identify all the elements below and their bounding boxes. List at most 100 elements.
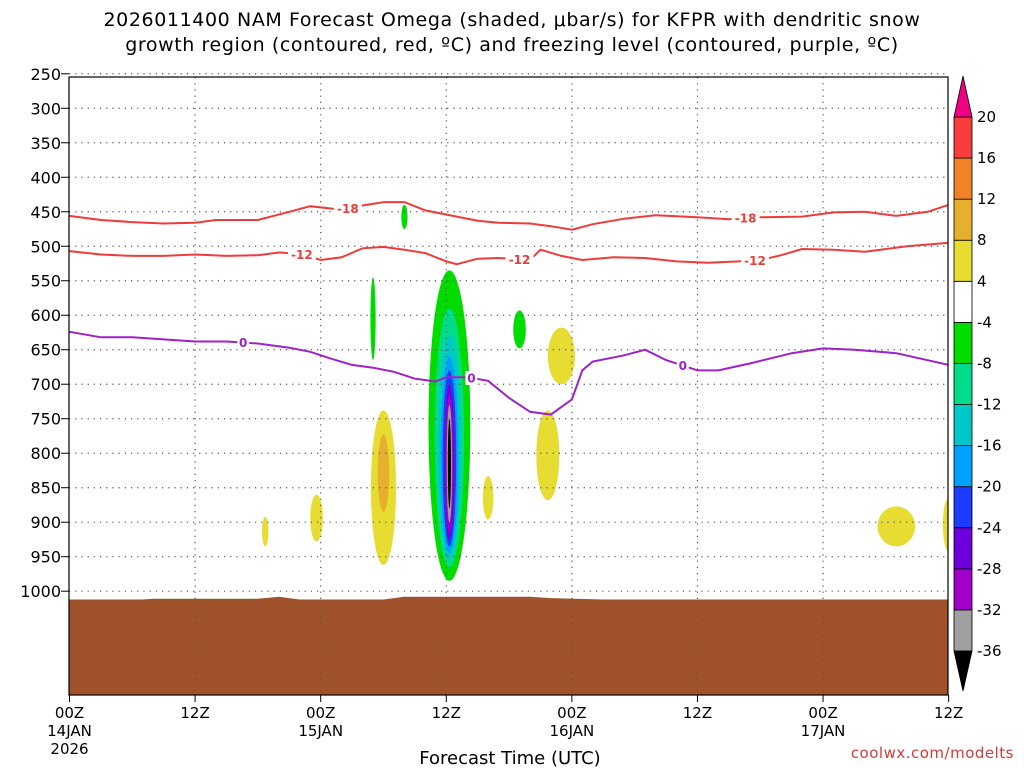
x-tick-date-0: 14JAN [47,722,92,740]
chart-title-line1: 2026011400 NAM Forecast Omega (shaded, μ… [103,9,920,31]
contour-label-bg--18-1 [731,211,760,226]
omega-blob-2 [513,310,526,349]
y-axis-ticks: 250 300 350 400 450 500 550 600 650 700 750 800 850 9… [20,65,69,601]
contour-label-0-2: 0 [679,359,687,373]
terrain-fill [69,596,948,695]
contour-label--18-1: -18 [735,212,757,226]
y-tick-label-250: 250 [30,65,61,84]
colorbar-label--4: -4 [977,313,992,331]
colorbar-swatch--8 [953,321,973,364]
y-tick-label-650: 650 [30,341,61,360]
colorbar-swatch-8 [953,198,973,241]
y-tick-label-350: 350 [30,134,61,153]
omega-blob-3 [547,327,576,385]
y-tick-label-700: 700 [30,375,61,394]
y-tick-label-550: 550 [30,272,61,291]
x-tick-label-4: 00Z [557,704,586,722]
colorbar-label-8: 8 [977,231,987,249]
updraft-layer-8 [447,418,451,509]
y-tick-label-600: 600 [30,306,61,325]
colorbar-label--20: -20 [977,478,1002,496]
colorbar-swatch--32 [953,568,973,611]
colorbar-swatch--12 [953,363,973,405]
colorbar-label--32: -32 [977,601,1002,619]
y-tick-label-900: 900 [30,513,61,532]
colorbar-high-arrow [953,75,973,118]
colorbar: -36 -32 -28 -24 -20 -16 -12 -8 -4 4 8 12 16 20 [953,75,1002,692]
grid-lines [69,73,948,695]
x-tick-label-0: 00Z [55,704,84,722]
contour-label-bg--18-0 [333,201,362,216]
y-tick-label-750: 750 [30,410,61,429]
x-tick-date-4: 16JAN [550,722,595,740]
y-tick-label-300: 300 [30,99,61,118]
contour-label-bg-0-1 [465,371,478,386]
colorbar-label-12: 12 [977,190,996,208]
surface-terrain [69,596,948,695]
contour-label-0-1: 0 [467,372,475,386]
omega-blob-1 [401,204,408,230]
x-tick-label-1: 12Z [180,704,209,722]
contour-label-bg--12-2 [741,253,770,268]
y-tick-label-1000: 1000 [20,582,61,601]
colorbar-swatch--24 [953,486,973,529]
y-tick-label-450: 450 [30,203,61,222]
credit-text: coolwx.com/modelts [851,744,1014,762]
contour-line--18 [69,201,948,231]
colorbar-label--24: -24 [977,519,1002,537]
x-tick-label-2: 00Z [306,704,335,722]
contour-label-bg--12-1 [505,252,534,267]
colorbar-label--28: -28 [977,560,1002,578]
contour-label-bg-0-0 [237,335,250,350]
omega-blob-10 [877,506,916,547]
colorbar-swatch--20 [953,445,973,488]
y-tick-label-850: 850 [30,479,61,498]
x-tick-date-2: 15JAN [298,722,343,740]
contour-label-bg--12-0 [287,247,316,262]
x-tick-label-3: 12Z [432,704,461,722]
colorbar-label--8: -8 [977,354,992,372]
y-tick-label-950: 950 [30,548,61,567]
omega-blob-0 [370,277,376,361]
y-tick-label-800: 800 [30,444,61,463]
omega-shading [262,204,948,581]
omega-blob-8 [310,494,323,542]
colorbar-label--12: -12 [977,396,1002,414]
colorbar-swatch-4 [953,239,973,282]
contour-label-0-0: 0 [239,336,247,350]
x-tick-label-6: 00Z [808,704,837,722]
colorbar-label--36: -36 [977,642,1002,660]
colorbar-label-16: 16 [977,149,996,167]
plot-background [69,77,948,695]
colorbar-low-arrow [953,650,973,692]
contour-label--18-0: -18 [337,202,359,216]
omega-blob-6 [377,434,390,512]
contour-label--12-0: -12 [291,248,313,262]
omega-blob-4 [536,410,560,501]
temperature-contours: -18 -18 -12 -12 -12 0 0 0 [69,201,948,416]
x-tick-date-6: 17JAN [801,722,846,740]
x-tick-year-0: 2026 [50,740,88,758]
x-tick-label-5: 12Z [683,704,712,722]
colorbar-swatch--36 [953,609,973,652]
x-axis-label: Forecast Time (UTC) [419,748,600,768]
contour-label-bg-0-2 [676,358,689,373]
colorbar-swatch-12 [953,157,973,200]
omega-blob-7 [482,475,494,520]
contour-label--12-2: -12 [744,254,766,268]
omega-blob-9 [262,516,269,547]
plot-frame [68,76,949,696]
colorbar-label-4: 4 [977,272,987,290]
colorbar-swatch--4 [953,280,973,323]
chart-title-line2: growth region (contoured, red, ºC) and f… [125,34,899,56]
colorbar-label-20: 20 [977,108,996,126]
colorbar-swatch--16 [953,404,973,447]
colorbar-swatch--28 [953,527,973,570]
colorbar-swatch-16 [953,116,973,159]
colorbar-label--16: -16 [977,437,1002,455]
y-tick-label-400: 400 [30,168,61,187]
x-tick-label-7: 12Z [934,704,963,722]
omega-blob-11 [942,499,948,550]
contour-label--12-1: -12 [509,253,531,267]
